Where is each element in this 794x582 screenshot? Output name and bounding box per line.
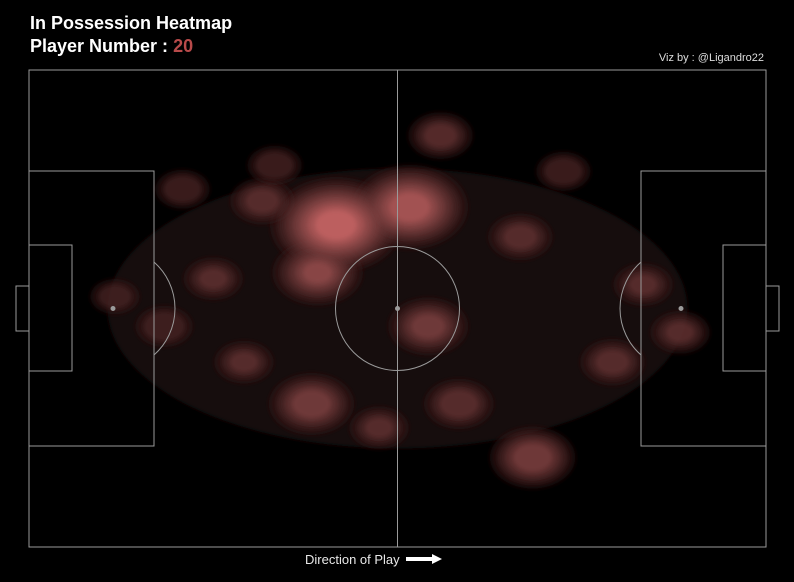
left-penalty-arc: [153, 261, 176, 356]
heat-contour-4-3: [410, 313, 446, 340]
player-number-line: Player Number : 20: [30, 35, 232, 58]
right-penalty-spot: [678, 306, 684, 311]
heat-contour-19-2: [364, 417, 394, 439]
heat-contour-7-2: [595, 349, 630, 375]
heat-contour-9-2: [628, 274, 658, 296]
heat-contour-15-1: [162, 175, 203, 204]
pitch-markings: [15, 69, 780, 548]
direction-of-play: Direction of Play: [305, 552, 442, 567]
centre-spot: [395, 306, 400, 311]
heat-contour-12-2: [245, 188, 280, 214]
heat-contour-0-6: [314, 209, 358, 241]
heatmap-density-layer: [90, 112, 710, 489]
title-block: In Possession Heatmap Player Number : 20: [30, 12, 232, 58]
heat-contour-11-2: [502, 224, 538, 250]
heat-contour-3-3: [291, 389, 332, 419]
heat-contour-8-2: [665, 321, 695, 343]
right-goal: [765, 285, 780, 332]
heat-contour-17-1: [98, 284, 132, 309]
right-arrow-icon: [405, 552, 442, 567]
right-penalty-arc: [619, 261, 642, 356]
player-number-value: 20: [173, 36, 194, 56]
heat-contour-20-1: [255, 151, 295, 180]
player-number-label: Player Number :: [30, 36, 169, 56]
heat-contour-5-2: [438, 389, 479, 419]
heat-contour-14-2: [229, 351, 259, 373]
heat-contour-13-2: [198, 268, 228, 290]
left-penalty-spot: [110, 306, 116, 311]
heat-contour-16-1: [142, 311, 186, 342]
left-goal: [15, 285, 30, 332]
left-six-yard-box: [28, 244, 73, 372]
right-six-yard-box: [722, 244, 767, 372]
heat-contour-10-2: [423, 123, 458, 149]
heat-contour-6-3: [512, 442, 553, 473]
chart-title: In Possession Heatmap: [30, 13, 233, 33]
heat-contour-18-1: [543, 157, 583, 186]
heat-contour-2-4: [302, 261, 334, 284]
direction-label: Direction of Play: [305, 552, 400, 567]
heat-contour-1-5: [388, 191, 431, 223]
viz-credit: Viz by : @Ligandro22: [658, 52, 764, 64]
centre-circle: [335, 246, 460, 371]
